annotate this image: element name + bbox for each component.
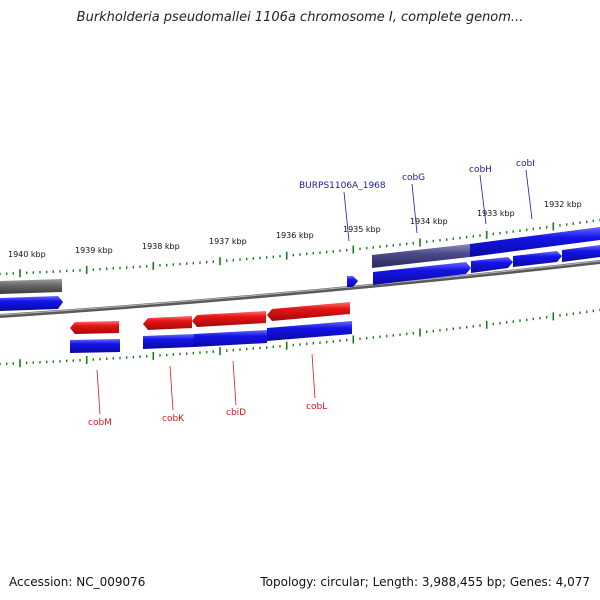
gene-arrow-cobG[interactable]	[373, 262, 471, 285]
leader-cobI	[525, 169, 533, 220]
topology-summary: Topology: circular; Length: 3,988,455 bp…	[260, 575, 590, 589]
gene-label-cobK[interactable]: cobK	[162, 414, 185, 424]
reverse-scale-ticks	[0, 308, 600, 368]
map-title: Burkholderia pseudomallei 1106a chromoso…	[76, 10, 524, 25]
gene-label-cobG[interactable]: cobG	[402, 173, 425, 183]
leader-cbiD	[232, 360, 237, 406]
ruler-label-1936: 1936 kbp	[276, 231, 314, 240]
gene-arrow-blue-cobK[interactable]	[143, 334, 194, 349]
ruler-label-1940: 1940 kbp	[8, 250, 46, 259]
gene-arrow-cobL[interactable]	[267, 302, 350, 321]
ruler-label-1937: 1937 kbp	[209, 237, 247, 246]
ruler-label-1939: 1939 kbp	[75, 246, 113, 255]
gene-arrow-blue-cbiD[interactable]	[194, 330, 267, 347]
leader-cobL	[311, 353, 316, 399]
ruler-label-1938: 1938 kbp	[142, 242, 180, 251]
gene-arrow-burps1106a-1968[interactable]	[347, 276, 358, 287]
gene-label-cobI[interactable]: cobI	[516, 159, 535, 169]
leader-cobH	[479, 174, 487, 225]
ruler-label-1935: 1935 kbp	[343, 225, 381, 234]
gene-arrow-blue-cobL[interactable]	[267, 321, 352, 341]
gene-arrow-blue-right[interactable]	[562, 245, 600, 262]
leader-cobK	[169, 365, 174, 411]
leader-burps1106a-1968	[343, 191, 350, 242]
forward-strand-track	[0, 227, 600, 311]
chromosome-backbone-highlight	[0, 260, 600, 316]
gene-arrow-cbiD[interactable]	[192, 311, 266, 327]
leader-cobM	[96, 369, 101, 415]
ruler-label-1932: 1932 kbp	[544, 200, 582, 209]
reverse-strand-track	[70, 302, 352, 353]
gene-label-burps1106a-1968[interactable]: BURPS1106A_1968	[299, 181, 386, 191]
gene-arrow-cobG-selected[interactable]	[372, 244, 470, 268]
gene-label-cobL[interactable]: cobL	[306, 402, 327, 412]
chromosome-backbone	[0, 260, 600, 318]
gene-label-cobH[interactable]: cobH	[469, 165, 492, 175]
gene-label-cbiD[interactable]: cbiD	[226, 408, 246, 418]
ruler-label-1933: 1933 kbp	[477, 209, 515, 218]
gene-label-cobM[interactable]: cobM	[88, 418, 112, 428]
gene-arrow-cobK[interactable]	[143, 316, 192, 330]
gene-arrow-blue-left[interactable]	[0, 296, 63, 311]
gene-arrow-cobI[interactable]	[513, 251, 562, 267]
gene-arrow-gray[interactable]	[0, 279, 62, 294]
gene-arrow-cobH[interactable]	[470, 227, 600, 257]
gene-arrow-cobM[interactable]	[70, 321, 119, 334]
gene-arrow-cobH-lower[interactable]	[471, 257, 513, 273]
forward-scale-ticks	[0, 218, 600, 278]
leader-cobG	[411, 183, 418, 234]
gene-arrow-blue-cobM[interactable]	[70, 339, 120, 353]
accession-label: Accession: NC_009076	[9, 575, 146, 589]
ruler-label-1934: 1934 kbp	[410, 217, 448, 226]
